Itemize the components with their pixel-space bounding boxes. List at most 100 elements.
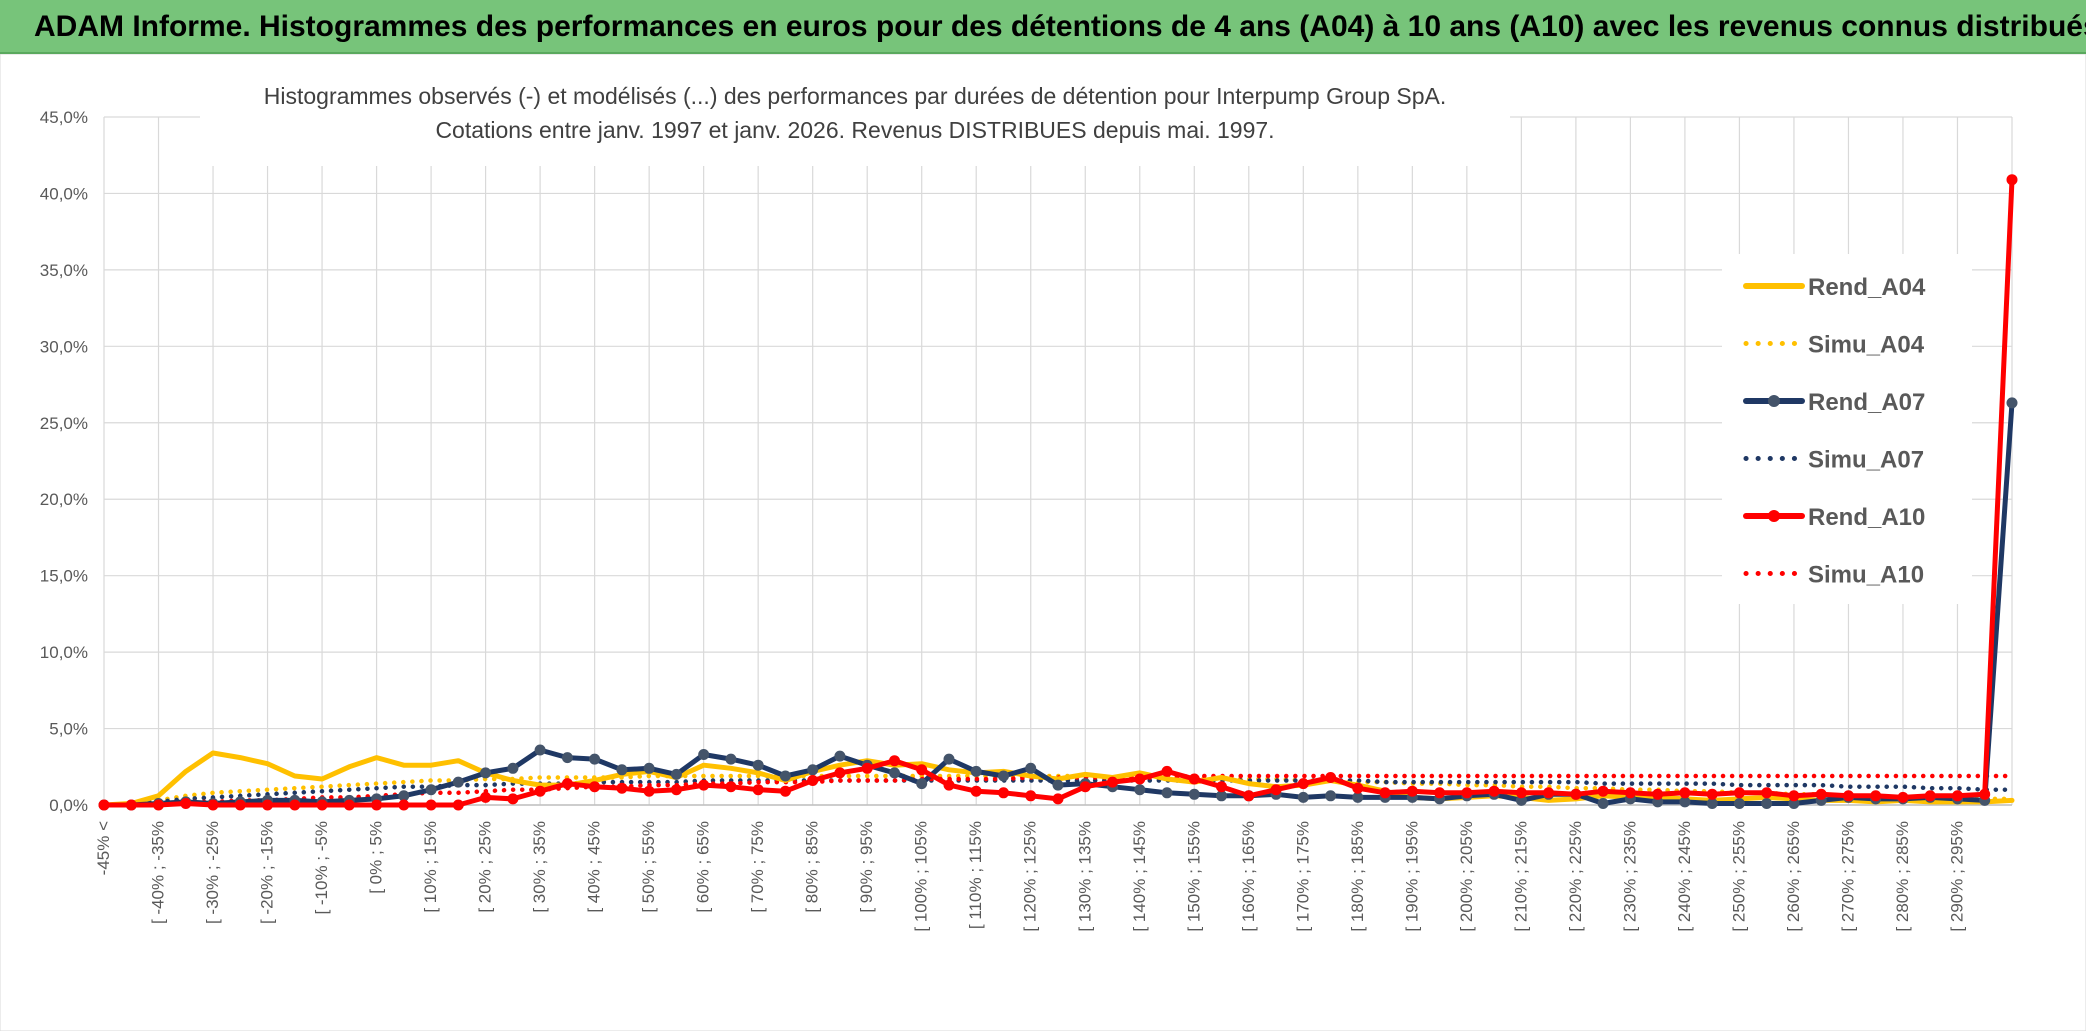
point-rend-a10 <box>98 799 110 811</box>
point-rend-a07 <box>807 764 819 776</box>
series-lines <box>98 174 2018 811</box>
point-rend-a07 <box>670 768 682 780</box>
x-tick-label: [ 280% ; 285% <box>1893 821 1912 932</box>
point-rend-a10 <box>1843 790 1854 802</box>
point-rend-a10 <box>834 767 846 779</box>
y-tick-label: 25,0% <box>40 414 88 433</box>
point-rend-a07 <box>452 776 464 788</box>
x-tick-label: [ -20% ; -15% <box>258 821 277 924</box>
x-tick-label: [ 260% ; 265% <box>1784 821 1803 932</box>
point-rend-a10 <box>1597 785 1609 797</box>
y-tick-label: 35,0% <box>40 261 88 280</box>
x-tick-label: [ 40% ; 45% <box>585 821 604 913</box>
point-rend-a07 <box>1297 791 1309 803</box>
point-rend-a10 <box>125 799 137 811</box>
point-rend-a10 <box>1788 790 1800 802</box>
point-rend-a07 <box>1134 784 1146 796</box>
point-rend-a07 <box>398 790 410 802</box>
point-rend-a10 <box>1188 773 1200 785</box>
point-rend-a07 <box>752 759 764 771</box>
legend-marker <box>1768 395 1780 407</box>
point-rend-a07 <box>561 752 573 764</box>
legend-label: Rend_A10 <box>1808 504 1925 531</box>
x-tick-label: [ 100% ; 105% <box>912 821 931 932</box>
point-rend-a10 <box>943 779 955 791</box>
point-rend-a07 <box>2006 397 2018 409</box>
point-rend-a10 <box>1379 787 1391 799</box>
point-rend-a10 <box>1461 787 1473 799</box>
point-rend-a10 <box>589 781 601 793</box>
x-tick-label: [ -10% ; -5% <box>312 821 331 915</box>
point-rend-a10 <box>670 784 682 796</box>
point-rend-a10 <box>1216 781 1227 793</box>
point-rend-a10 <box>534 785 546 797</box>
point-rend-a10 <box>425 799 437 811</box>
point-rend-a10 <box>289 799 301 811</box>
x-tick-label: [ 80% ; 85% <box>803 821 822 913</box>
x-tick-label: [ -40% ; -35% <box>149 821 168 924</box>
y-tick-label: 45,0% <box>40 108 88 127</box>
point-rend-a10 <box>1979 788 1991 800</box>
y-tick-label: 10,0% <box>40 643 88 662</box>
point-rend-a10 <box>1761 787 1773 799</box>
point-rend-a10 <box>1052 793 1064 805</box>
chart-subtitle: Cotations entre janv. 1997 et janv. 2026… <box>435 117 1274 143</box>
x-tick-label: [ 20% ; 25% <box>476 821 495 913</box>
point-rend-a07 <box>1052 779 1064 791</box>
point-rend-a10 <box>1270 784 1282 796</box>
point-rend-a10 <box>398 799 410 811</box>
point-rend-a07 <box>507 762 519 774</box>
y-tick-label: 20,0% <box>40 490 88 509</box>
point-rend-a07 <box>1706 798 1718 809</box>
point-rend-a10 <box>316 799 328 811</box>
point-rend-a10 <box>1952 790 1963 802</box>
point-rend-a10 <box>1924 790 1936 802</box>
point-rend-a10 <box>643 785 655 797</box>
point-rend-a10 <box>807 775 819 786</box>
point-rend-a07 <box>916 778 928 790</box>
point-rend-a07 <box>1733 798 1745 809</box>
point-rend-a10 <box>1107 776 1118 788</box>
x-tick-label: [ 120% ; 125% <box>1021 821 1040 932</box>
x-tick-label: [ 180% ; 185% <box>1348 821 1367 932</box>
point-rend-a10 <box>1624 787 1636 799</box>
x-tick-label: [ 250% ; 255% <box>1729 821 1748 932</box>
point-rend-a10 <box>1134 773 1146 785</box>
point-rend-a07 <box>589 753 601 765</box>
x-tick-label: [ 60% ; 65% <box>694 821 713 913</box>
point-rend-a10 <box>2006 174 2018 186</box>
x-tick-label: [ 140% ; 145% <box>1130 821 1149 932</box>
y-axis-ticks: 0,0% 5,0% 10,0% 15,0% 20,0% 25,0% 30,0% 35,0% 40… <box>40 108 88 815</box>
point-rend-a10 <box>1488 785 1500 797</box>
legend-background <box>1722 254 1972 604</box>
point-rend-a10 <box>207 799 219 811</box>
point-rend-a10 <box>1679 787 1691 799</box>
x-tick-label: [ 160% ; 165% <box>1239 821 1258 932</box>
point-rend-a10 <box>861 762 873 774</box>
point-rend-a10 <box>752 784 764 796</box>
point-rend-a10 <box>343 799 355 811</box>
point-rend-a10 <box>1079 781 1091 793</box>
x-tick-label: [ 290% ; 295% <box>1947 821 1966 932</box>
point-rend-a07 <box>1352 791 1364 803</box>
legend-label: Rend_A07 <box>1808 389 1925 416</box>
point-rend-a07 <box>779 770 791 782</box>
y-tick-label: 0,0% <box>49 796 88 815</box>
point-rend-a10 <box>1406 785 1418 797</box>
point-rend-a07 <box>970 765 982 777</box>
legend-marker <box>1768 510 1780 522</box>
point-rend-a10 <box>153 799 164 811</box>
point-rend-a10 <box>1434 787 1446 799</box>
grid-lines <box>103 116 2013 806</box>
point-rend-a07 <box>534 744 546 756</box>
point-rend-a10 <box>725 781 737 793</box>
x-tick-label: [ 270% ; 275% <box>1838 821 1857 932</box>
x-axis-ticks: -45% < [ -40% ; -35% [ -30% ; -25% [ -20% ;… <box>94 821 1966 932</box>
point-rend-a10 <box>1897 791 1909 803</box>
point-rend-a07 <box>616 764 628 776</box>
point-rend-a10 <box>480 791 492 803</box>
point-rend-a07 <box>698 749 710 760</box>
point-rend-a10 <box>1706 788 1718 800</box>
point-rend-a10 <box>1515 787 1527 799</box>
point-rend-a10 <box>1325 772 1337 783</box>
